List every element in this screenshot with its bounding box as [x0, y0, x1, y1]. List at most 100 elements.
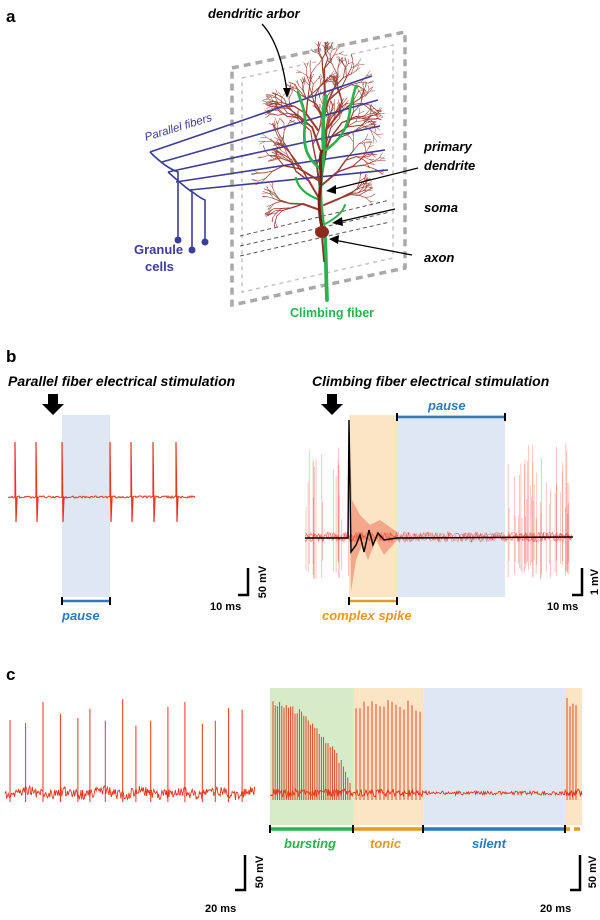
panel-c-letter: c: [6, 665, 15, 684]
dendrite-branch: [252, 179, 259, 182]
dendrite-branch: [358, 139, 366, 144]
dendrite-branch: [270, 203, 275, 208]
dendrite-branch: [368, 181, 372, 184]
dendrite-branch: [341, 59, 347, 63]
dendrite-branch: [369, 200, 373, 205]
spike: [130, 441, 134, 523]
dendrite-branch: [318, 53, 323, 61]
dendrite-branch: [355, 120, 364, 122]
dendrite-branch: [363, 120, 370, 124]
baseline: [269, 787, 583, 799]
dendrite-branch: [338, 99, 340, 107]
granule-cell-bodies: [174, 236, 209, 254]
dendrite-branch: [275, 208, 282, 215]
label-parallel-fibers: Parallel fibers: [143, 112, 213, 144]
dendrite-branch: [286, 115, 300, 119]
climbing-fiber-path: [294, 84, 358, 302]
dendrite-branch: [341, 56, 343, 63]
dendrite-branch: [358, 194, 367, 199]
dendrite-branch: [309, 73, 311, 79]
dendrite-branch: [273, 103, 282, 106]
dendrite-branch: [268, 207, 272, 211]
dendrite-branch: [298, 89, 306, 99]
dendrite-branch: [309, 73, 312, 85]
stimulus-arrow-left: [42, 394, 64, 415]
dendrite-branch: [305, 96, 309, 115]
dendrite-branch: [267, 196, 274, 199]
dendrite-branch: [329, 54, 335, 62]
dendrite-branch: [265, 214, 271, 217]
dendrite-branch: [281, 118, 285, 124]
label-primary-dendrite-line2: dendrite: [424, 158, 475, 173]
dendrite-branch: [292, 85, 295, 91]
panel-b-letter: b: [6, 347, 16, 366]
dendrite-branch: [371, 193, 376, 197]
dendrite-branch: [347, 62, 353, 65]
dendrite-branch: [349, 193, 360, 196]
dendrite-branch: [300, 79, 303, 84]
dendrite-branch: [284, 157, 292, 163]
label-climbing-fiber: Climbing fiber: [290, 306, 374, 320]
mean-trace: [305, 419, 574, 555]
dendrite-branch: [273, 198, 282, 202]
dendrite-branch: [306, 74, 311, 85]
dendrite-branch: [287, 107, 300, 117]
dendrite-branch: [334, 68, 339, 77]
spike: [152, 441, 156, 523]
dendrite-branch: [323, 60, 331, 70]
dendrite-branch: [324, 129, 328, 151]
label-soma: soma: [424, 200, 458, 215]
dendrite-branch: [366, 178, 371, 181]
dendrite-branch: [363, 156, 370, 160]
dendrite-branch: [302, 82, 304, 90]
dendrite-branch: [356, 67, 361, 71]
dendrite-branch: [316, 81, 326, 90]
dendrite-branch: [364, 113, 373, 116]
dendrite-branch: [268, 154, 278, 158]
dendrite-branch: [371, 120, 376, 126]
dendrite-branch: [368, 186, 374, 189]
dendrite-branch: [372, 154, 377, 158]
dendrite-branch: [358, 110, 365, 114]
dashed-plane-outer: [230, 29, 407, 308]
dendrite-branch: [366, 74, 373, 77]
dendrite-branch: [267, 207, 272, 210]
dendrite-branch: [368, 142, 372, 148]
dendrite-branch: [373, 113, 378, 118]
dendrite-branch: [373, 113, 379, 117]
dendrite-branch: [352, 143, 360, 152]
dendrite-branch: [307, 88, 318, 99]
dendrite-branch: [365, 195, 372, 198]
tonic-label: tonic: [370, 836, 402, 851]
dendrite-branch: [363, 85, 366, 92]
dendrite-branch: [372, 157, 380, 162]
dendrite-branch: [311, 92, 316, 107]
dendrite-branch: [333, 53, 340, 56]
dendrite-branch: [379, 152, 383, 158]
dendrite-branch: [318, 50, 323, 59]
dashed-plane-inner: [241, 44, 394, 293]
dendrite-branch: [278, 145, 282, 152]
dendrite-branch: [289, 152, 300, 170]
dendrite-branch: [282, 164, 300, 170]
dendrite-branch: [351, 159, 361, 168]
dendrite-branch: [360, 154, 367, 160]
dendrite-branch: [364, 109, 371, 116]
dendrite-branch: [266, 185, 269, 191]
dendrite-branch: [276, 210, 283, 217]
dendrite-branch: [359, 90, 364, 99]
dendrite-branch: [365, 197, 370, 202]
dendrite-branch: [275, 89, 278, 95]
baseline: [4, 784, 256, 801]
dendrite-branch: [344, 99, 350, 105]
dendrite-branch: [368, 86, 374, 90]
dendrite-branch: [355, 116, 368, 121]
dendrite-branch: [376, 109, 383, 112]
dendrite-branch: [337, 193, 351, 200]
dendrite-branch: [266, 94, 273, 97]
scale-b-left-voltage: 50 mV: [257, 565, 269, 598]
dendrite-branch: [362, 143, 366, 148]
dendrite-branch: [359, 86, 365, 90]
dendrite-branch: [327, 90, 333, 96]
dendrite-branch: [361, 118, 370, 126]
